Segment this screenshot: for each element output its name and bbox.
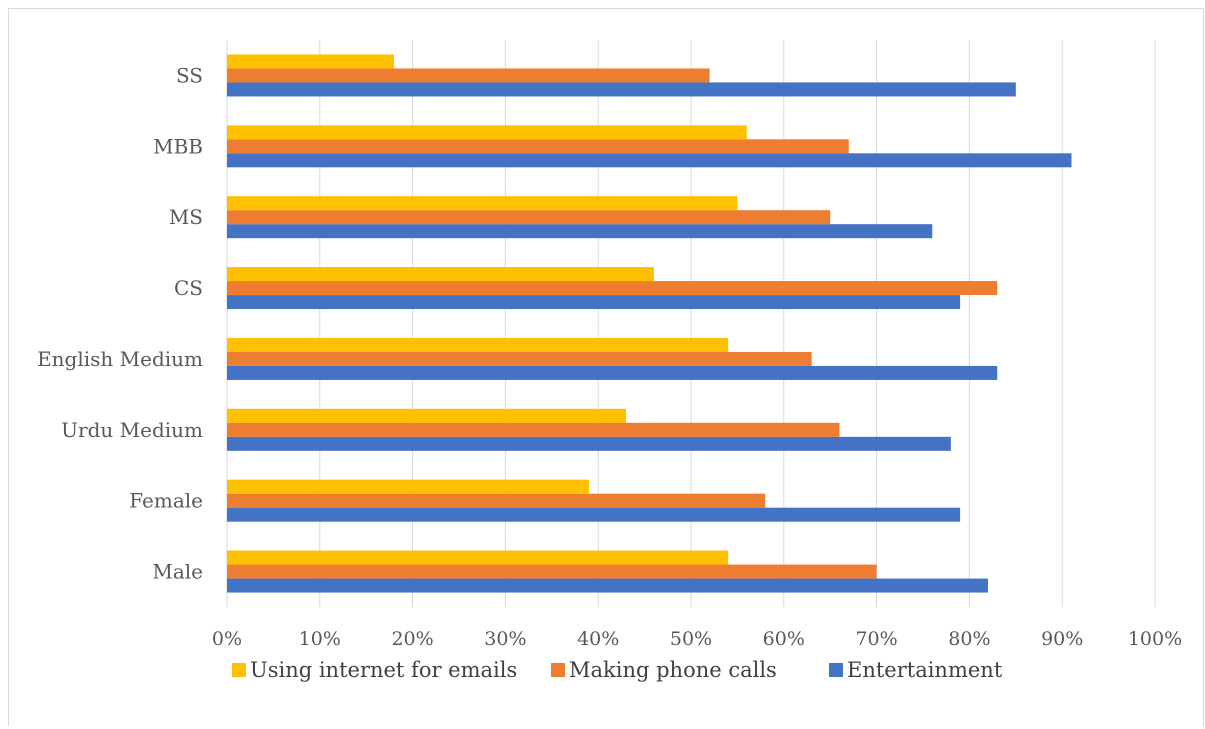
x-tick-label: 90%	[1041, 628, 1083, 650]
bar-entertainment	[227, 578, 988, 593]
x-tick-label: 30%	[484, 628, 526, 650]
bar-using-internet-for-emails	[227, 125, 747, 140]
bar-using-internet-for-emails	[227, 408, 627, 423]
legend-label: Entertainment	[847, 658, 1003, 682]
bar-using-internet-for-emails	[227, 267, 654, 282]
category-label: Urdu Medium	[61, 418, 203, 442]
x-tick-label: 40%	[577, 628, 619, 650]
x-axis-ticks: 0% 10% 20% 30% 40% 50% 60% 70% 80% 90% 100%	[212, 628, 1182, 650]
bar-using-internet-for-emails	[227, 550, 729, 565]
bar-entertainment	[227, 507, 961, 522]
bars	[227, 54, 1072, 593]
bar-making-phone-calls	[227, 564, 877, 579]
category-label: SS	[176, 63, 203, 87]
x-tick-label: 50%	[670, 628, 712, 650]
category-label: Female	[129, 489, 203, 513]
category-label: MS	[169, 205, 203, 229]
legend-label: Making phone calls	[569, 658, 777, 682]
bar-entertainment	[227, 153, 1072, 168]
bar-making-phone-calls	[227, 351, 812, 366]
bar-entertainment	[227, 436, 951, 451]
bar-making-phone-calls	[227, 281, 998, 296]
legend-swatch	[232, 663, 246, 677]
x-tick-label: 100%	[1128, 628, 1182, 650]
x-tick-label: 20%	[391, 628, 433, 650]
bar-using-internet-for-emails	[227, 196, 738, 211]
legend-swatch	[551, 663, 565, 677]
bar-making-phone-calls	[227, 422, 840, 437]
category-label: English Medium	[37, 347, 203, 371]
bar-entertainment	[227, 365, 998, 380]
bar-entertainment	[227, 224, 933, 239]
category-label: MBB	[153, 134, 203, 158]
legend: Using internet for emails Making phone ca…	[232, 658, 1003, 682]
x-tick-label: 0%	[212, 628, 242, 650]
category-label: CS	[174, 276, 203, 300]
legend-label: Using internet for emails	[250, 658, 517, 682]
bar-using-internet-for-emails	[227, 479, 589, 494]
bar-entertainment	[227, 82, 1016, 97]
x-tick-label: 70%	[855, 628, 897, 650]
bar-using-internet-for-emails	[227, 54, 395, 69]
bar-using-internet-for-emails	[227, 337, 729, 352]
x-tick-label: 10%	[299, 628, 341, 650]
bar-making-phone-calls	[227, 210, 831, 225]
x-tick-label: 80%	[948, 628, 990, 650]
bar-making-phone-calls	[227, 139, 849, 154]
gridlines	[226, 40, 1156, 607]
x-tick-label: 60%	[763, 628, 805, 650]
bar-making-phone-calls	[227, 68, 710, 83]
bar-making-phone-calls	[227, 493, 766, 508]
category-label: Male	[152, 560, 203, 584]
category-labels: Male Female Urdu Medium English Medium CS MS M…	[37, 63, 203, 583]
legend-swatch	[829, 663, 843, 677]
bar-entertainment	[227, 295, 961, 310]
